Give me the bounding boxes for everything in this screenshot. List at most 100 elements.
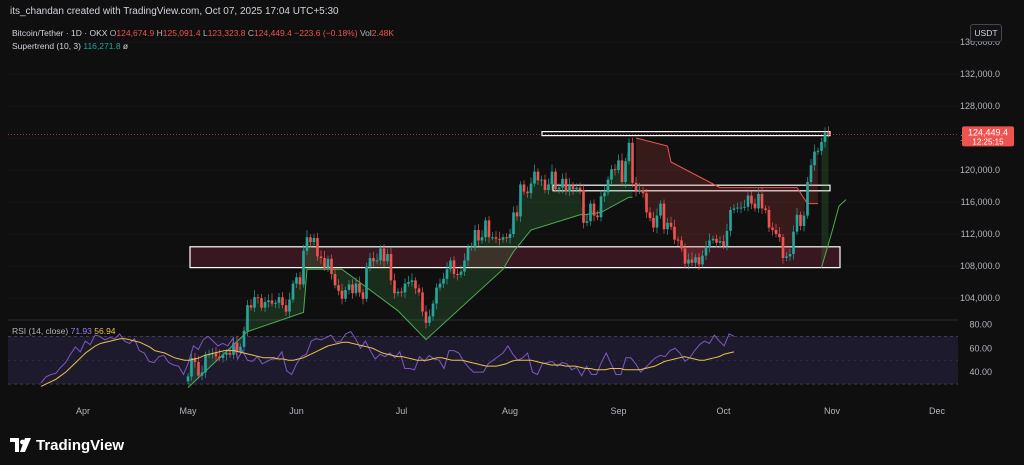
candle-body xyxy=(638,190,641,191)
footer-brand: TradingView xyxy=(36,437,125,454)
candle-body xyxy=(823,132,827,142)
candle-body xyxy=(494,237,498,239)
candle-body xyxy=(589,203,592,222)
header-caption: its_chandan created with TradingView.com… xyxy=(10,6,339,17)
candle-body xyxy=(540,179,543,181)
candle-body xyxy=(452,260,456,274)
candle-body xyxy=(659,203,662,216)
candle-body xyxy=(533,171,536,184)
candle-body xyxy=(435,287,438,304)
price-tick-label: 104,000.0 xyxy=(960,293,1000,303)
candle-body xyxy=(543,179,547,190)
candle-body xyxy=(456,274,459,275)
candle-body xyxy=(568,185,571,192)
candle-body xyxy=(557,187,561,190)
candle-body xyxy=(676,239,680,241)
x-tick-label: Jul xyxy=(396,406,408,416)
footer: TradingView xyxy=(0,428,1024,465)
candle-body xyxy=(365,266,368,299)
candle-body xyxy=(347,284,351,290)
candle-body xyxy=(501,237,505,240)
candle-body xyxy=(757,194,760,209)
candle-body xyxy=(389,254,393,281)
candle-body xyxy=(613,169,617,171)
candle-body xyxy=(620,160,624,182)
header-bar: its_chandan created with TradingView.com… xyxy=(0,0,1024,22)
candle-body xyxy=(631,142,634,183)
candle-body xyxy=(729,210,732,231)
candle-body xyxy=(662,203,666,230)
candle-body xyxy=(547,184,550,190)
candle-body xyxy=(190,358,193,377)
candle-body xyxy=(739,207,743,209)
candle-body xyxy=(239,346,242,352)
candle-body xyxy=(571,185,575,190)
currency-button[interactable]: USDT xyxy=(970,24,1002,42)
candle-body xyxy=(438,283,442,288)
candle-body xyxy=(624,161,627,182)
candle-body xyxy=(246,305,249,331)
candle-body xyxy=(284,305,288,312)
close-value: 124,449.4 xyxy=(254,28,292,38)
candle-body xyxy=(326,258,330,268)
candle-body xyxy=(669,222,673,227)
price-tag-countdown: 12:25:15 xyxy=(972,137,1004,146)
candle-body xyxy=(358,283,361,293)
volume-value: 2.48K xyxy=(371,28,394,38)
rsi-tick-label: 40.00 xyxy=(969,367,992,377)
rsi-ma-line xyxy=(40,338,735,387)
candle-body xyxy=(813,151,816,166)
candle-body xyxy=(323,258,326,268)
candle-body xyxy=(274,302,277,304)
candle-body xyxy=(340,290,344,299)
candle-body xyxy=(288,299,291,312)
candle-body xyxy=(578,187,582,190)
low-label: L xyxy=(202,28,208,38)
candle-body xyxy=(319,256,323,258)
candle-body xyxy=(316,238,319,257)
candle-body xyxy=(197,362,200,376)
price-tick-label: 132,000.0 xyxy=(960,69,1000,79)
candle-body xyxy=(221,354,225,358)
candle-body xyxy=(561,178,564,188)
candle-body xyxy=(508,234,512,238)
candle-body xyxy=(277,297,281,303)
candle-body xyxy=(204,354,207,373)
candle-body xyxy=(599,196,603,218)
candle-body xyxy=(330,258,333,274)
zone-rect xyxy=(552,184,831,192)
candle-body xyxy=(393,280,396,294)
candle-body xyxy=(305,237,309,251)
price-tick-label: 112,000.0 xyxy=(961,229,1000,239)
candle-body xyxy=(470,246,473,248)
candle-body xyxy=(260,298,263,308)
candle-body xyxy=(827,132,830,134)
candle-body xyxy=(596,215,599,218)
candle-body xyxy=(400,291,403,293)
candle-body xyxy=(424,311,428,323)
candle-body xyxy=(498,238,501,240)
supertrend-line-down xyxy=(635,137,818,205)
candle-body xyxy=(526,191,529,194)
candle-body xyxy=(550,171,554,185)
candle-body xyxy=(582,190,585,223)
candle-body xyxy=(564,178,568,192)
candle-body xyxy=(228,353,232,355)
rsi-tick-label: 80.00 xyxy=(969,319,992,329)
candle-body xyxy=(337,285,340,291)
candle-body xyxy=(256,297,260,299)
candle-body xyxy=(750,195,753,204)
rsi-ma-value: 56.94 xyxy=(94,326,116,336)
candle-body xyxy=(295,277,298,284)
supertrend-fill-up-recent xyxy=(821,132,829,268)
candle-body xyxy=(529,183,533,194)
candle-body xyxy=(785,256,788,258)
candle-body xyxy=(487,220,491,238)
candle-body xyxy=(459,271,463,275)
high-label: H xyxy=(156,28,163,38)
candle-body xyxy=(645,193,648,213)
candle-body xyxy=(603,192,606,197)
candle-body xyxy=(442,278,445,284)
price-tag-value: 124,449.4 xyxy=(968,127,1008,137)
